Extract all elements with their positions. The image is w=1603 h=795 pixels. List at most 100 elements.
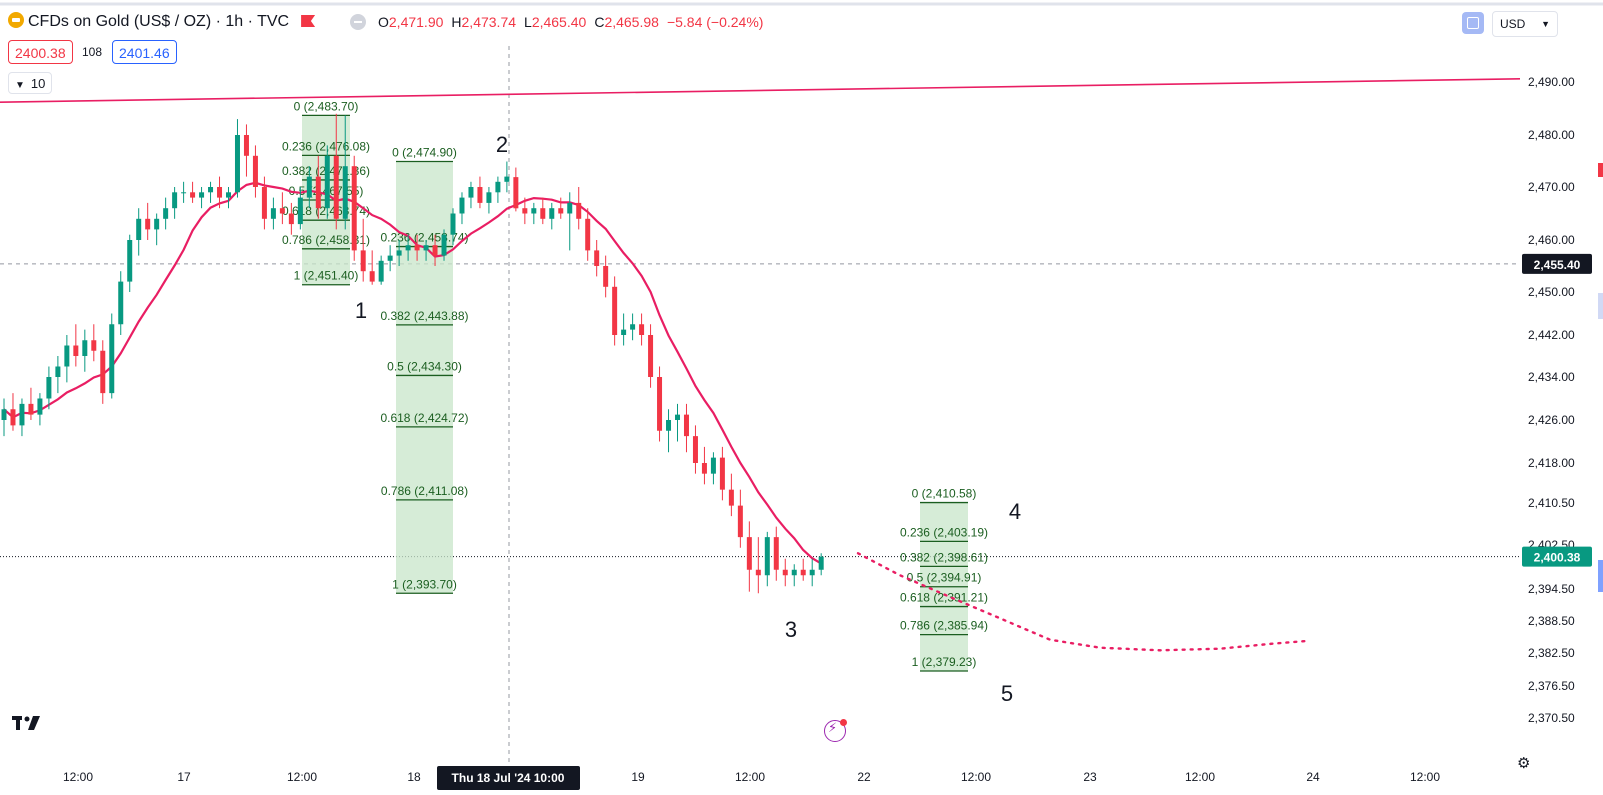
candle-body (252, 155, 258, 187)
price-axis-tick: 2,394.50 (1528, 582, 1575, 596)
square-icon[interactable] (1462, 12, 1484, 34)
candle-body (217, 187, 223, 198)
candle-body (91, 340, 97, 351)
candle-body (639, 324, 645, 335)
candle-body (800, 569, 806, 576)
price-axis-tick: 2,470.00 (1528, 180, 1575, 194)
candle-body (270, 208, 276, 219)
trendline (0, 78, 1521, 103)
candle-body (243, 135, 249, 156)
candle-body (208, 187, 214, 193)
indicators-toggle[interactable]: ▼ 10 (8, 72, 53, 94)
price-axis-tick: 2,450.00 (1528, 285, 1575, 299)
candle-body (513, 177, 519, 209)
close-value: 2,465.98 (604, 14, 659, 30)
candle-body (190, 192, 196, 198)
candle-body (118, 281, 124, 325)
buy-button[interactable]: 2401.46 (112, 40, 177, 64)
low-value: 2,465.40 (531, 14, 587, 30)
candle-body (621, 329, 627, 335)
candle-body (199, 192, 205, 198)
symbol-title[interactable]: CFDs on Gold (US$ / OZ) · 1h · TVC (8, 12, 316, 31)
open-label: O (378, 14, 389, 30)
crosshair-time-box (437, 766, 580, 790)
indicators-count: 10 (30, 76, 46, 91)
high-value: 2,473.74 (461, 14, 517, 30)
candle-body (773, 537, 779, 570)
range-marker (1598, 560, 1603, 592)
price-axis-tick: 2,460.00 (1528, 233, 1575, 247)
time-axis-tick: 12:00 (63, 770, 93, 784)
candle-body (540, 208, 546, 219)
fib-level-label: 0.382 (2,398.61) (900, 550, 988, 564)
candle-body (692, 436, 698, 463)
time-axis-tick: 17 (177, 770, 191, 784)
candle-body (279, 208, 285, 214)
currency-select[interactable]: USD ▼ (1492, 11, 1558, 37)
lightning-icon[interactable] (824, 719, 847, 742)
candle-body (531, 208, 537, 214)
range-marker (1598, 293, 1603, 319)
candle-body (576, 202, 582, 219)
fib-level-label: 1 (2,451.40) (294, 269, 359, 283)
candle-body (234, 135, 240, 193)
candle-body (324, 155, 330, 209)
candle-body (315, 176, 321, 209)
crosshair-price-label: 2,455.40 (1534, 258, 1581, 272)
candle-body (477, 187, 483, 203)
fib-level-label: 0 (2,410.58) (912, 487, 977, 501)
wave-label: 3 (785, 617, 797, 642)
chart-header: CFDs on Gold (US$ / OZ) · 1h · TVC O2,47… (0, 0, 1603, 46)
candle-body (351, 166, 357, 251)
price-axis-tick: 2,370.50 (1528, 711, 1575, 725)
candle-body (450, 213, 456, 235)
currency-value: USD (1500, 17, 1526, 31)
candle-body (82, 340, 88, 356)
fib-level-label: 0 (2,483.70) (294, 99, 359, 113)
candle-body (73, 345, 79, 356)
fib-level-label: 0.236 (2,476.08) (282, 139, 370, 153)
candle-body (405, 245, 411, 251)
time-axis-tick: 12:00 (287, 770, 317, 784)
candle-body (585, 218, 591, 251)
candle-body (603, 266, 609, 287)
candle-body (306, 176, 312, 198)
price-axis-tick: 2,388.50 (1528, 614, 1575, 628)
fib-level-label: 0.5 (2,394.91) (907, 571, 982, 585)
candle-body (666, 420, 672, 431)
flag-icon[interactable] (301, 15, 316, 27)
candle-body (791, 569, 797, 576)
price-axis-tick: 2,376.50 (1528, 679, 1575, 693)
circle-minus-icon[interactable] (350, 14, 366, 30)
gear-icon[interactable]: ⚙ (1517, 754, 1531, 772)
alert-marker (1598, 163, 1603, 177)
change-value: −5.84 (−0.24%) (666, 14, 764, 30)
candle-body (468, 187, 474, 198)
candle-body (818, 556, 824, 570)
wave-label: 5 (1001, 681, 1013, 706)
price-axis-tick: 2,442.00 (1528, 328, 1575, 342)
open-value: 2,471.90 (388, 14, 444, 30)
candle-body (567, 202, 573, 214)
candle-body (495, 181, 501, 193)
fib-zone (396, 161, 453, 594)
candle-body (387, 255, 393, 261)
wave-label: 2 (496, 132, 508, 157)
candle-body (55, 366, 61, 377)
candle-body (181, 192, 187, 194)
fib-level-label: 0.786 (2,411.08) (381, 484, 468, 498)
candle-body (369, 271, 375, 282)
fib-level-label: 0.618 (2,424.72) (380, 411, 468, 425)
time-axis-tick: 18 (407, 770, 421, 784)
tradingview-logo[interactable] (12, 713, 48, 733)
price-axis-tick: 2,418.00 (1528, 456, 1575, 470)
last-price-label: 2,400.38 (1534, 551, 1581, 565)
candle-body (172, 192, 178, 209)
candle-body (486, 192, 492, 203)
high-label: H (451, 14, 462, 30)
time-axis-tick: 24 (1306, 770, 1320, 784)
candle-body (342, 166, 348, 219)
sell-button[interactable]: 2400.38 (8, 40, 73, 64)
gold-icon (8, 12, 24, 28)
